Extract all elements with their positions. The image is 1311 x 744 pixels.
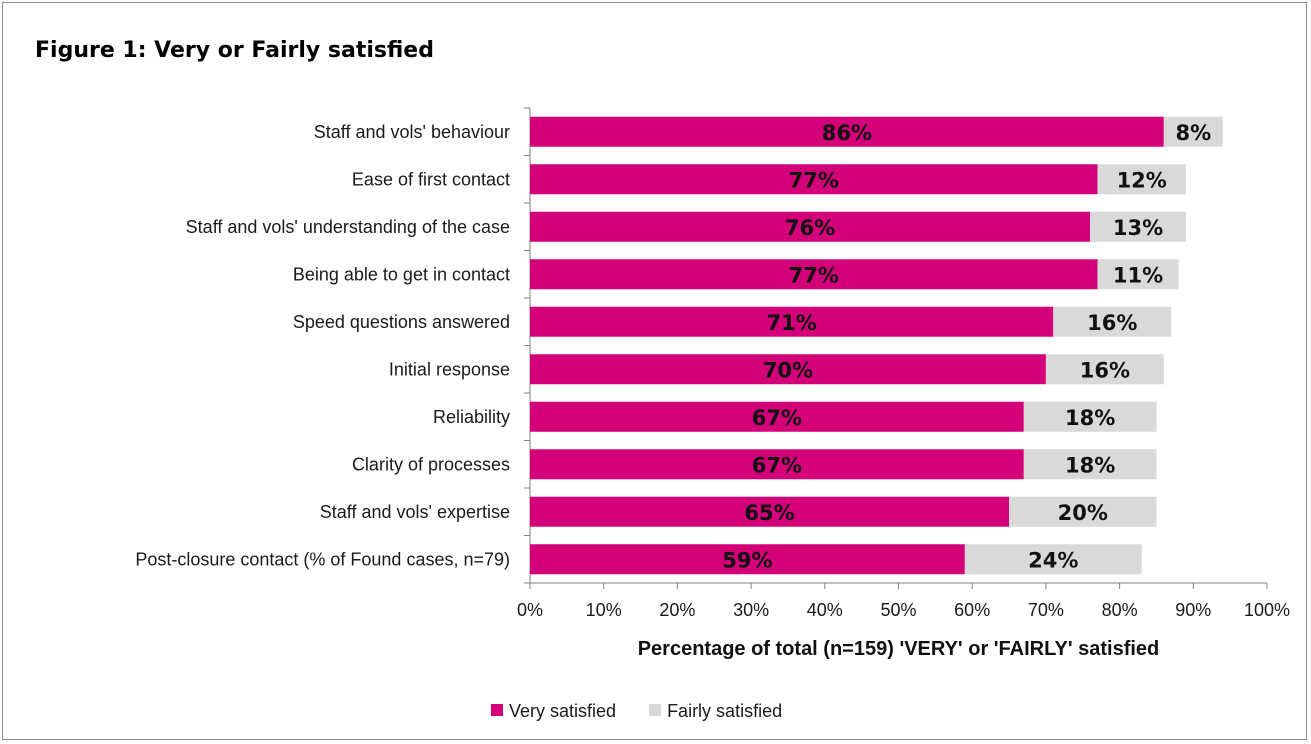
bar-fairly-satisfied xyxy=(1023,449,1157,480)
data-label: 76% xyxy=(785,216,835,240)
bar-fairly-satisfied xyxy=(1090,211,1186,242)
x-tick-label: 40% xyxy=(807,600,843,620)
bar-fairly-satisfied xyxy=(1023,401,1157,432)
data-label: 86% xyxy=(822,121,872,145)
data-label: 11% xyxy=(1113,263,1163,287)
x-tick-label: 100% xyxy=(1244,600,1290,620)
category-label: Ease of first contact xyxy=(352,169,510,189)
category-label: Staff and vols' understanding of the cas… xyxy=(186,217,510,237)
x-tick-label: 90% xyxy=(1175,600,1211,620)
data-label: 67% xyxy=(752,453,802,477)
data-label: 77% xyxy=(789,168,839,192)
data-label: 65% xyxy=(744,501,794,525)
category-label: Clarity of processes xyxy=(352,454,510,474)
x-tick-label: 10% xyxy=(586,600,622,620)
data-label: 16% xyxy=(1087,311,1137,335)
bar-fairly-satisfied xyxy=(1097,259,1179,290)
data-label: 24% xyxy=(1028,548,1078,572)
chart-title: Figure 1: Very or Fairly satisfied xyxy=(35,38,434,63)
data-label: 70% xyxy=(763,358,813,382)
x-tick-label: 70% xyxy=(1028,600,1064,620)
x-tick-label: 0% xyxy=(517,600,543,620)
bar-very-satisfied xyxy=(530,449,1024,480)
x-tick-label: 20% xyxy=(659,600,695,620)
bar-very-satisfied xyxy=(530,544,965,575)
category-label: Speed questions answered xyxy=(293,312,510,332)
bar-fairly-satisfied xyxy=(1045,354,1164,385)
data-label: 18% xyxy=(1065,406,1115,430)
data-label: 71% xyxy=(767,311,817,335)
legend-swatch-very-satisfied xyxy=(491,704,503,716)
legend-label-fairly-satisfied: Fairly satisfied xyxy=(667,701,782,721)
bar-fairly-satisfied xyxy=(1053,306,1172,337)
data-label: 59% xyxy=(722,548,772,572)
bar-very-satisfied xyxy=(530,164,1098,195)
x-axis-title: Percentage of total (n=159) 'VERY' or 'F… xyxy=(638,638,1160,660)
x-tick-label: 60% xyxy=(954,600,990,620)
data-label: 77% xyxy=(789,263,839,287)
legend-swatch-fairly-satisfied xyxy=(649,704,662,716)
bar-very-satisfied xyxy=(530,211,1091,242)
bar-fairly-satisfied xyxy=(1163,116,1223,147)
bar-very-satisfied xyxy=(530,496,1010,527)
legend-label-very-satisfied: Very satisfied xyxy=(509,701,616,721)
x-tick-label: 80% xyxy=(1102,600,1138,620)
category-label: Staff and vols' behaviour xyxy=(314,122,510,142)
category-label: Reliability xyxy=(433,407,510,427)
data-label: 20% xyxy=(1058,501,1108,525)
bar-fairly-satisfied xyxy=(1097,164,1186,195)
category-label: Being able to get in contact xyxy=(293,264,510,284)
data-label: 8% xyxy=(1175,121,1211,145)
x-tick-label: 30% xyxy=(733,600,769,620)
data-label: 12% xyxy=(1117,168,1167,192)
bar-very-satisfied xyxy=(530,259,1098,290)
bar-very-satisfied xyxy=(530,354,1046,385)
x-tick-label: 50% xyxy=(880,600,916,620)
category-label: Post-closure contact (% of Found cases, … xyxy=(135,549,510,569)
data-label: 16% xyxy=(1080,358,1130,382)
bar-fairly-satisfied xyxy=(964,544,1142,575)
data-label: 13% xyxy=(1113,216,1163,240)
category-label: Staff and vols' expertise xyxy=(320,502,510,522)
category-label: Initial response xyxy=(389,359,510,379)
data-label: 18% xyxy=(1065,453,1115,477)
bar-fairly-satisfied xyxy=(1009,496,1157,527)
data-label: 67% xyxy=(752,406,802,430)
bar-very-satisfied xyxy=(530,116,1164,147)
bar-very-satisfied xyxy=(530,306,1054,337)
bar-very-satisfied xyxy=(530,401,1024,432)
